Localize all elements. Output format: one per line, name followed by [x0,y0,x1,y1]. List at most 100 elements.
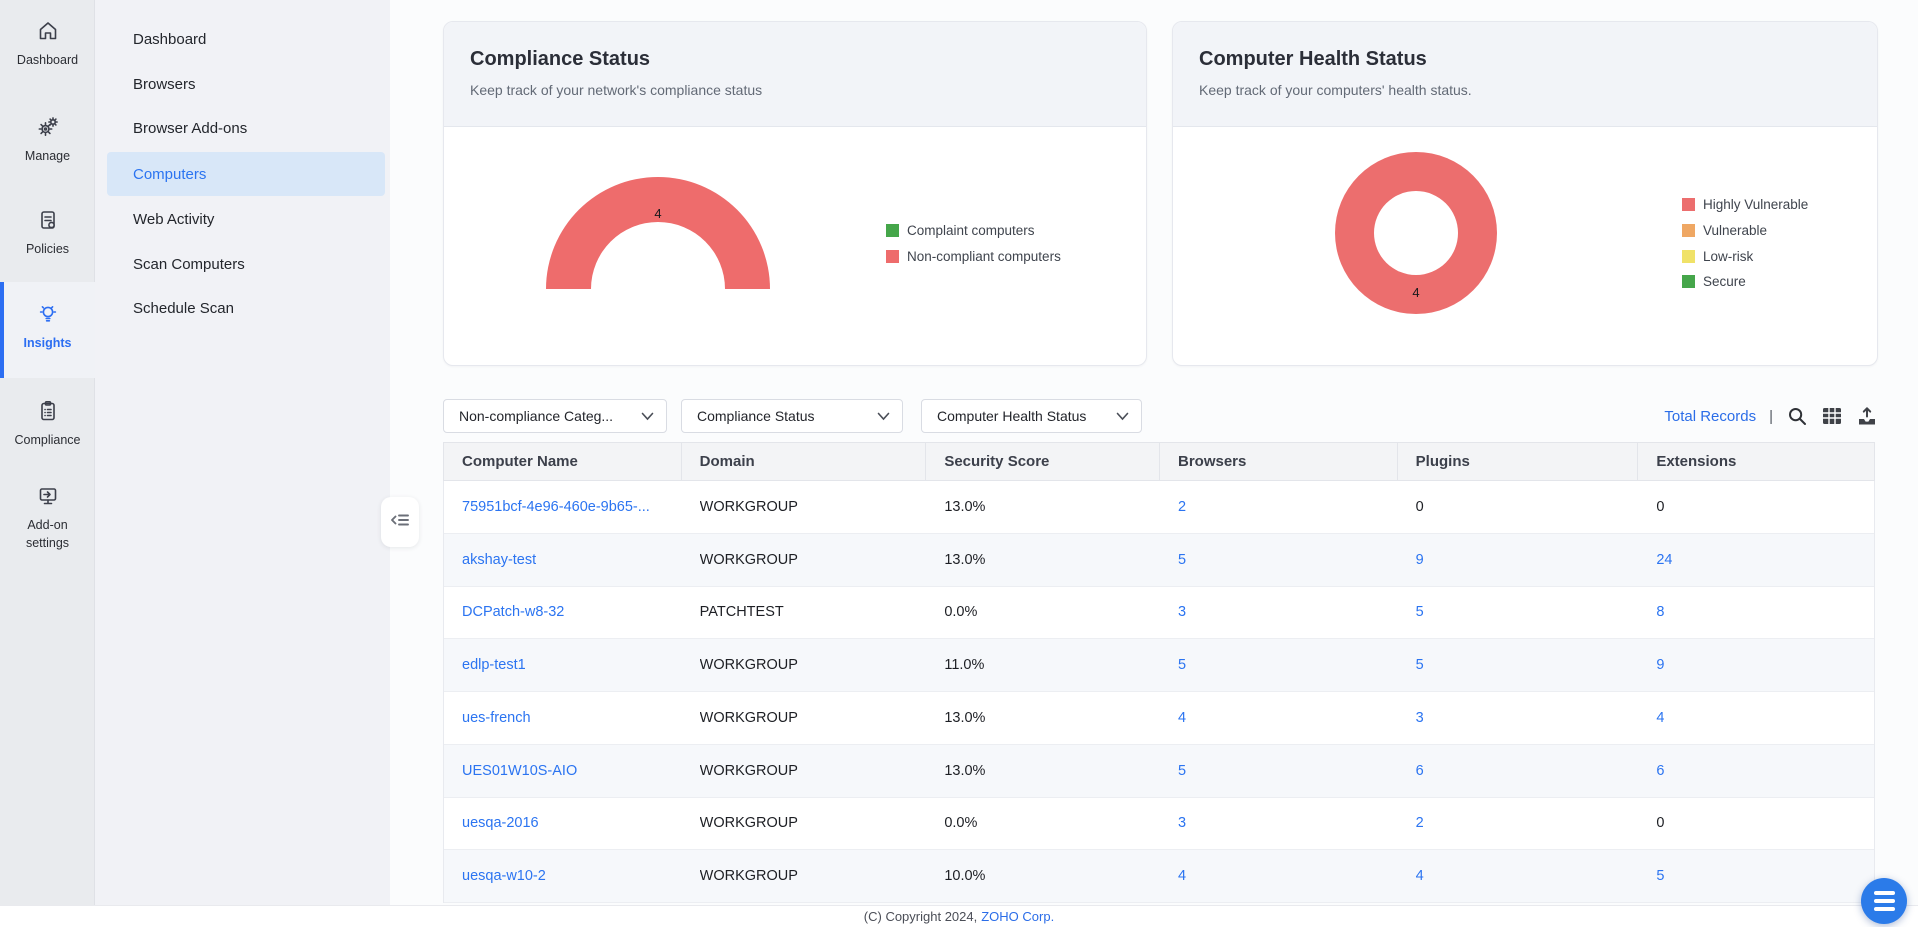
export-icon[interactable] [1856,405,1878,427]
cell-extensions-count[interactable]: 8 [1656,604,1665,621]
table-row: UES01W10S-AIO WORKGROUP 13.0% 5 6 6 [444,744,1874,798]
health-card-body: 4 Highly Vulnerable Vulnerable Low-risk Sec… [1173,127,1877,365]
rail-item-policies[interactable]: Policies [0,203,95,258]
cell-browsers-count[interactable]: 5 [1178,762,1187,779]
compliance-status-dropdown[interactable]: Compliance Status [681,399,903,433]
cell-plugins-count[interactable]: 9 [1415,551,1424,568]
cell-computer-name[interactable]: ues-french [462,709,531,726]
toolbar-separator: | [1769,407,1773,425]
chevron-down-icon [877,412,890,420]
cell-domain: WORKGROUP [699,762,798,779]
rail-item-label: Dashboard [16,53,79,67]
cell-computer-name[interactable]: uesqa-w10-2 [462,868,546,885]
chevron-down-icon [641,412,654,420]
computers-table: Computer Name Domain Security Score Browser… [443,442,1875,903]
cell-browsers-count[interactable]: 4 [1178,709,1187,726]
cell-security-score: 11.0% [944,657,985,674]
cell-browsers-count[interactable]: 5 [1178,551,1187,568]
legend-label: Complaint computers [907,223,1035,239]
cell-computer-name[interactable]: DCPatch-w8-32 [462,604,565,621]
cell-browsers-count[interactable]: 3 [1178,604,1187,621]
column-header-security-score[interactable]: Security Score [926,443,1160,480]
rail-item-insights[interactable]: Insights [0,282,95,378]
total-records-link[interactable]: Total Records [1664,407,1757,425]
legend-item[interactable]: Non-compliant computers [886,244,1061,270]
table-cell: 0 [1638,481,1874,533]
cell-extensions-count[interactable]: 6 [1656,762,1665,779]
quick-actions-fab[interactable] [1861,878,1907,924]
collapse-sidebar-button[interactable] [381,497,419,547]
cell-computer-name[interactable]: edlp-test1 [462,657,526,674]
health-donut-chart[interactable]: 4 [1335,152,1497,314]
cell-computer-name[interactable]: uesqa-2016 [462,815,539,832]
gears-icon [35,114,61,140]
table-cell: 11.0% [926,639,1160,691]
table-cell: 5 [1638,850,1874,902]
cell-plugins-count[interactable]: 3 [1415,709,1424,726]
cell-extensions-count[interactable]: 9 [1656,657,1665,674]
zoho-corp-link[interactable]: ZOHO Corp. [981,909,1055,924]
table-cell: 6 [1638,745,1874,797]
legend-item[interactable]: Secure [1682,269,1808,295]
legend-label: Secure [1703,274,1746,290]
rail-item-label: Insights [23,336,72,350]
legend-item[interactable]: Low-risk [1682,243,1808,269]
cell-plugins-count[interactable]: 5 [1415,604,1424,621]
sidebar-item-web-activity[interactable]: Web Activity [133,210,215,228]
table-cell: 4 [1160,850,1398,902]
compliance-card-title: Compliance Status [470,48,651,70]
rail-item-addon-settings[interactable]: Add-on settings [0,479,95,552]
search-icon[interactable] [1786,405,1808,427]
column-header-computer-name[interactable]: Computer Name [444,443,682,480]
table-cell: WORKGROUP [682,745,927,797]
table-cell: PATCHTEST [682,587,927,639]
cell-security-score: 13.0% [944,551,986,568]
table-view-icon[interactable] [1821,405,1843,427]
cell-browsers-count[interactable]: 5 [1178,657,1187,674]
table-cell: 0.0% [926,587,1160,639]
legend-item[interactable]: Complaint computers [886,218,1061,244]
table-row: DCPatch-w8-32 PATCHTEST 0.0% 3 5 8 [444,586,1874,640]
cell-plugins-count[interactable]: 2 [1415,815,1424,832]
column-header-browsers[interactable]: Browsers [1160,443,1398,480]
column-header-plugins[interactable]: Plugins [1398,443,1639,480]
computer-health-status-dropdown[interactable]: Computer Health Status [921,399,1142,433]
column-header-extensions[interactable]: Extensions [1656,453,1737,470]
dropdown-label: Compliance Status [697,408,815,424]
table-toolbar: Total Records | [1664,399,1878,433]
table-cell: WORKGROUP [682,692,927,744]
sidebar-item-computers[interactable]: Computers [107,152,385,196]
cell-extensions-count[interactable]: 5 [1656,868,1665,885]
table-cell: 6 [1398,745,1639,797]
column-header-domain[interactable]: Domain [682,443,927,480]
cell-plugins-count[interactable]: 6 [1415,762,1424,779]
table-row: uesqa-2016 WORKGROUP 0.0% 3 2 0 [444,797,1874,851]
sidebar-item-browser-addons[interactable]: Browser Add-ons [133,119,248,137]
cell-computer-name[interactable]: 75951bcf-4e96-460e-9b65-... [462,498,650,515]
table-cell: 4 [1398,850,1639,902]
cell-browsers-count[interactable]: 2 [1178,498,1187,515]
cell-plugins-count[interactable]: 5 [1415,657,1424,674]
cell-browsers-count[interactable]: 3 [1178,815,1187,832]
cell-browsers-count[interactable]: 4 [1178,868,1187,885]
cell-computer-name[interactable]: UES01W10S-AIO [462,762,578,779]
rail-item-manage[interactable]: Manage [0,110,95,165]
non-compliance-category-dropdown[interactable]: Non-compliance Categ... [443,399,667,433]
sidebar-item-dashboard[interactable]: Dashboard [133,30,207,48]
table-cell: 2 [1160,481,1398,533]
legend-item[interactable]: Vulnerable [1682,218,1808,244]
compliance-card-subtitle: Keep track of your network's compliance … [470,82,763,98]
sidebar-item-browsers[interactable]: Browsers [133,75,196,93]
compliance-half-donut-chart[interactable]: 4 [546,177,770,289]
cell-extensions-count[interactable]: 4 [1656,709,1665,726]
cell-plugins-count[interactable]: 4 [1415,868,1424,885]
cell-extensions-count[interactable]: 24 [1656,551,1673,568]
cell-computer-name[interactable]: akshay-test [462,551,537,568]
rail-item-dashboard[interactable]: Dashboard [0,14,95,69]
legend-item[interactable]: Highly Vulnerable [1682,192,1808,218]
sidebar-item-scan-computers[interactable]: Scan Computers [133,255,245,273]
table-cell: WORKGROUP [682,481,927,533]
rail-item-compliance[interactable]: Compliance [0,394,95,449]
sidebar-item-schedule-scan[interactable]: Schedule Scan [133,299,234,317]
